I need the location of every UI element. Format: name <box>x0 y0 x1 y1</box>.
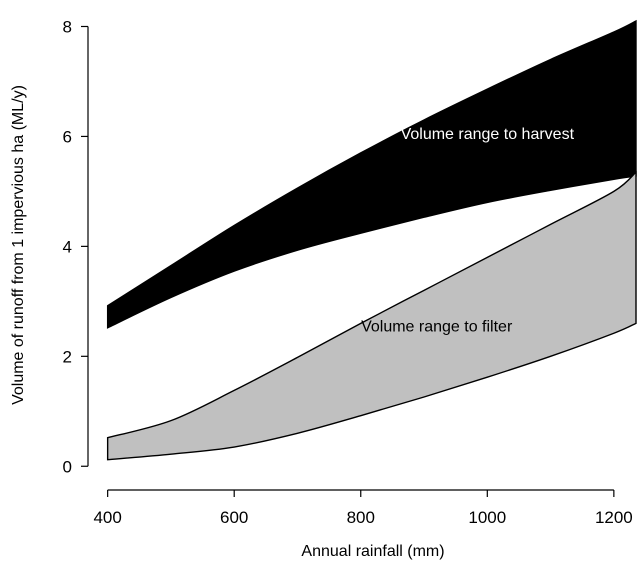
y-tick-label: 4 <box>63 237 72 256</box>
bands <box>106 19 637 461</box>
annotations: Volume range to harvest Volume range to f… <box>361 126 574 335</box>
band-volume-range-to-filter <box>106 170 637 461</box>
y-tick-label: 0 <box>63 457 72 476</box>
y-axis-title: Volume of runoff from 1 impervious ha (M… <box>10 85 27 405</box>
band-label: Volume range to harvest <box>401 126 575 143</box>
band-label: Volume range to filter <box>361 319 513 336</box>
x-tick-label: 800 <box>347 508 375 527</box>
x-tick-label: 600 <box>220 508 248 527</box>
x-tick-label: 1000 <box>468 508 506 527</box>
x-tick-label: 1200 <box>595 508 633 527</box>
y-tick-label: 8 <box>63 17 72 36</box>
x-tick-label: 400 <box>93 508 121 527</box>
axes: 400 600 800 1000 1200 0 2 4 6 8 <box>63 17 633 527</box>
y-tick-label: 6 <box>63 127 72 146</box>
x-axis-title: Annual rainfall (mm) <box>301 543 444 560</box>
y-tick-label: 2 <box>63 347 72 366</box>
